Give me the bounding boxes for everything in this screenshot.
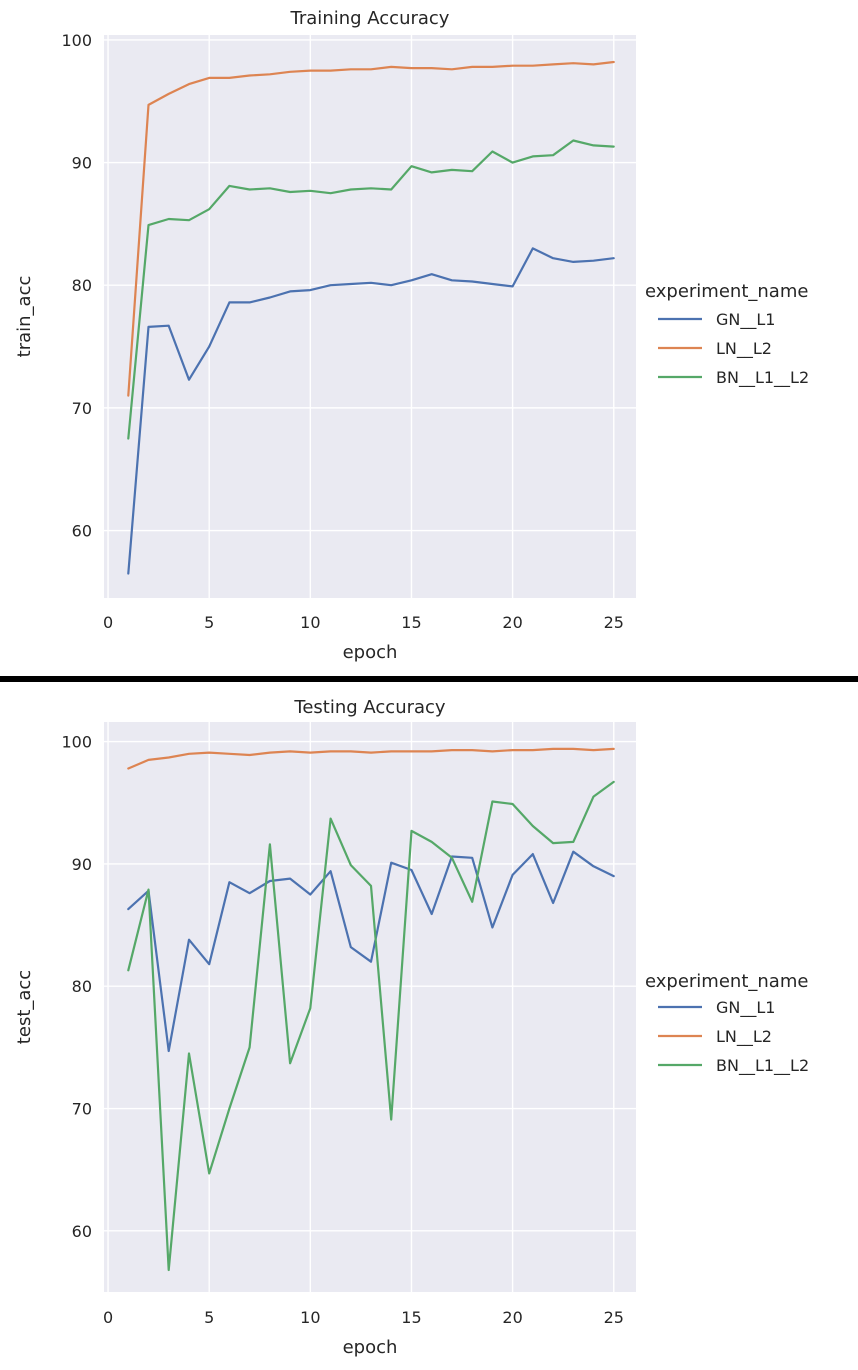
x-tick-label: 25 [604, 1308, 624, 1327]
y-tick-label: 100 [61, 31, 92, 50]
x-tick-label: 0 [103, 1308, 113, 1327]
y-tick-label: 60 [72, 522, 92, 541]
training-accuracy-panel: 0 5 10 15 20 25 60 70 80 90 100 Training Accuracy ep… [0, 0, 858, 676]
x-tick-label: 15 [401, 1308, 421, 1327]
testing-accuracy-panel: 0 5 10 15 20 25 60 70 80 90 100 Testing Accuracy epo… [0, 682, 858, 1370]
y-tick-label: 70 [72, 1100, 92, 1119]
y-tick-label: 100 [61, 733, 92, 752]
chart-title: Testing Accuracy [293, 697, 446, 718]
y-tick-label: 90 [72, 154, 92, 173]
y-tick-label: 90 [72, 855, 92, 874]
y-tick-label: 80 [72, 977, 92, 996]
training-accuracy-chart: 0 5 10 15 20 25 60 70 80 90 100 Training Accuracy ep… [14, 8, 809, 663]
legend: experiment_name GN__L1 LN__L2 BN__L1__L2 [645, 281, 809, 388]
y-tick-label: 80 [72, 276, 92, 295]
legend-entry: LN__L2 [716, 339, 772, 359]
series-line-bn-l1-l2 [127, 780, 615, 1272]
legend-title: experiment_name [645, 971, 808, 992]
y-axis-label: train_acc [14, 276, 35, 358]
x-axis-label: epoch [343, 1337, 398, 1358]
series-line-gn-l1 [127, 247, 615, 575]
legend-entry: GN__L1 [716, 310, 775, 330]
legend-entry: BN__L1__L2 [716, 368, 809, 388]
legend: experiment_name GN__L1 LN__L2 BN__L1__L2 [645, 971, 809, 1076]
x-tick-label: 10 [300, 1308, 320, 1327]
series-line-ln-l2 [127, 60, 615, 397]
x-tick-label: 5 [204, 613, 214, 632]
x-tick-label: 15 [401, 613, 421, 632]
plot-area [104, 35, 636, 598]
legend-entry: BN__L1__L2 [716, 1056, 809, 1076]
x-tick-label: 0 [103, 613, 113, 632]
legend-entry: LN__L2 [716, 1027, 772, 1047]
y-axis-label: test_acc [14, 970, 35, 1044]
plot-area [104, 722, 636, 1292]
legend-entry: GN__L1 [716, 998, 775, 1018]
series-line-gn-l1 [127, 850, 615, 1053]
chart-title: Training Accuracy [290, 8, 450, 29]
x-tick-label: 5 [204, 1308, 214, 1327]
x-tick-label: 20 [502, 613, 522, 632]
x-tick-label: 10 [300, 613, 320, 632]
x-tick-label: 25 [604, 613, 624, 632]
y-tick-label: 70 [72, 399, 92, 418]
legend-title: experiment_name [645, 281, 808, 302]
series-line-ln-l2 [127, 747, 615, 770]
series-line-bn-l1-l2 [127, 139, 615, 440]
y-tick-label: 60 [72, 1222, 92, 1241]
testing-accuracy-chart: 0 5 10 15 20 25 60 70 80 90 100 Testing Accuracy epo… [14, 697, 809, 1358]
x-tick-label: 20 [502, 1308, 522, 1327]
x-axis-label: epoch [343, 642, 398, 663]
